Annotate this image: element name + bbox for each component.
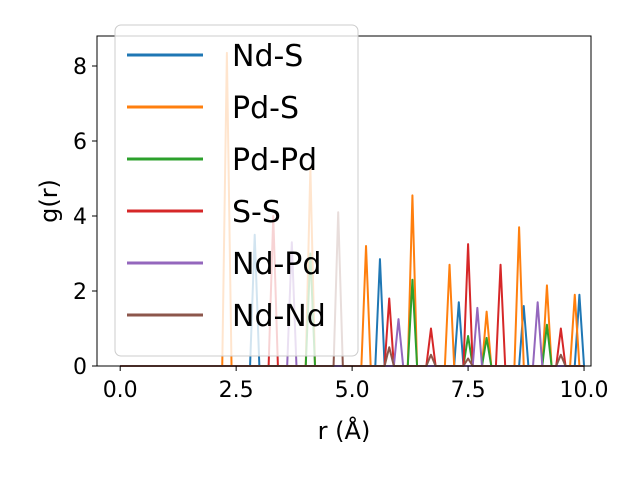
x-tick-label: 10.0: [560, 378, 609, 403]
legend-label-nd-nd: Nd-Nd: [232, 299, 326, 334]
legend-label-pd-pd: Pd-Pd: [232, 143, 317, 178]
y-tick-label: 6: [73, 130, 87, 155]
y-axis-label: g(r): [35, 179, 63, 223]
x-axis-label: r (Å): [318, 416, 371, 445]
legend-entries: Nd-S Pd-S Pd-Pd S-S Nd-Pd Nd-Nd: [127, 39, 326, 334]
x-tick-label: 0.0: [103, 378, 138, 403]
x-tick-label: 5.0: [335, 378, 370, 403]
legend-label-s-s: S-S: [232, 195, 281, 230]
x-tick-label: 2.5: [219, 378, 254, 403]
legend-label-nd-pd: Nd-Pd: [232, 247, 321, 282]
legend: Nd-S Pd-S Pd-Pd S-S Nd-Pd Nd-Nd: [114, 24, 359, 357]
y-tick-label: 8: [73, 55, 87, 80]
y-tick-label: 0: [73, 355, 87, 380]
y-tick-label: 4: [73, 205, 87, 230]
ticks-layer: 0.0 2.5 5.0 7.5 10.0 0 2 4 6 8: [73, 55, 609, 403]
y-tick-label: 2: [73, 280, 87, 305]
legend-label-pd-s: Pd-S: [232, 91, 299, 126]
legend-label-nd-s: Nd-S: [232, 39, 303, 74]
x-tick-label: 7.5: [451, 378, 486, 403]
